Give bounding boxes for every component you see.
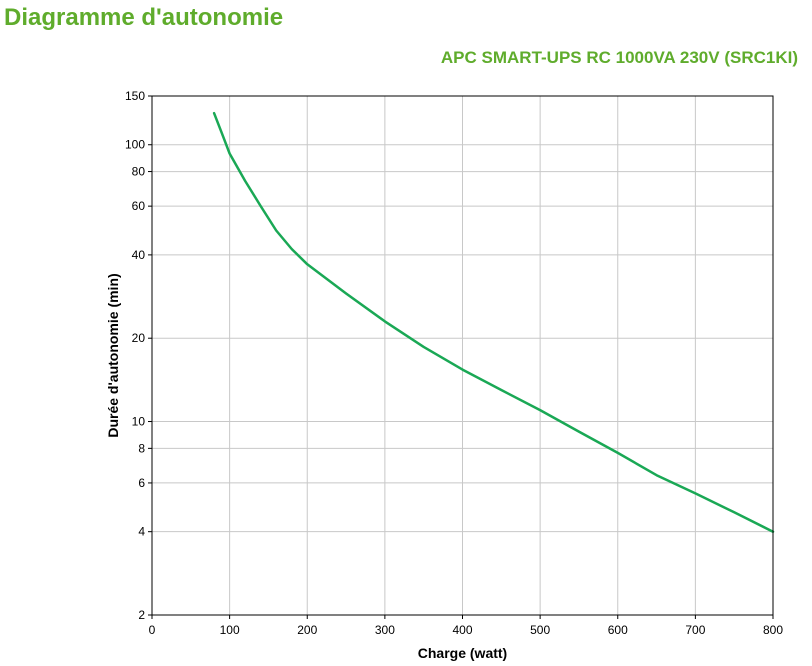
chart-subtitle: APC SMART-UPS RC 1000VA 230V (SRC1KI) bbox=[440, 48, 798, 67]
x-tick-label: 400 bbox=[452, 623, 472, 637]
x-tick-label: 0 bbox=[149, 623, 156, 637]
y-tick-label: 40 bbox=[132, 248, 146, 262]
x-tick-label: 300 bbox=[375, 623, 395, 637]
tick-labels: 0 100 200 300 400 500 600 700 800 2 4 6 8 10 20 40 60 80 1… bbox=[125, 89, 783, 637]
y-tick-label: 100 bbox=[125, 138, 145, 152]
x-axis-title: Charge (watt) bbox=[418, 645, 507, 661]
y-tick-label: 10 bbox=[132, 415, 146, 429]
x-tick-label: 600 bbox=[608, 623, 628, 637]
y-tick-label: 6 bbox=[138, 476, 145, 490]
x-tick-label: 500 bbox=[530, 623, 550, 637]
y-tick-label: 2 bbox=[138, 608, 145, 622]
y-tick-label: 4 bbox=[138, 525, 145, 539]
runtime-series-line bbox=[212, 111, 775, 533]
x-tick-label: 700 bbox=[685, 623, 705, 637]
x-tick-label: 200 bbox=[297, 623, 317, 637]
y-tick-label: 80 bbox=[132, 165, 146, 179]
page-title: Diagramme d'autonomie bbox=[4, 4, 284, 31]
y-tick-label: 150 bbox=[125, 89, 145, 103]
y-tick-label: 8 bbox=[138, 441, 145, 455]
grid bbox=[152, 96, 773, 615]
series-layer bbox=[212, 111, 775, 533]
y-tick-label: 60 bbox=[132, 199, 146, 213]
x-tick-label: 800 bbox=[763, 623, 783, 637]
y-axis-title: Durée d'autonomie (min) bbox=[105, 273, 121, 437]
x-tick-label: 100 bbox=[220, 623, 240, 637]
y-tick-label: 20 bbox=[132, 331, 146, 345]
